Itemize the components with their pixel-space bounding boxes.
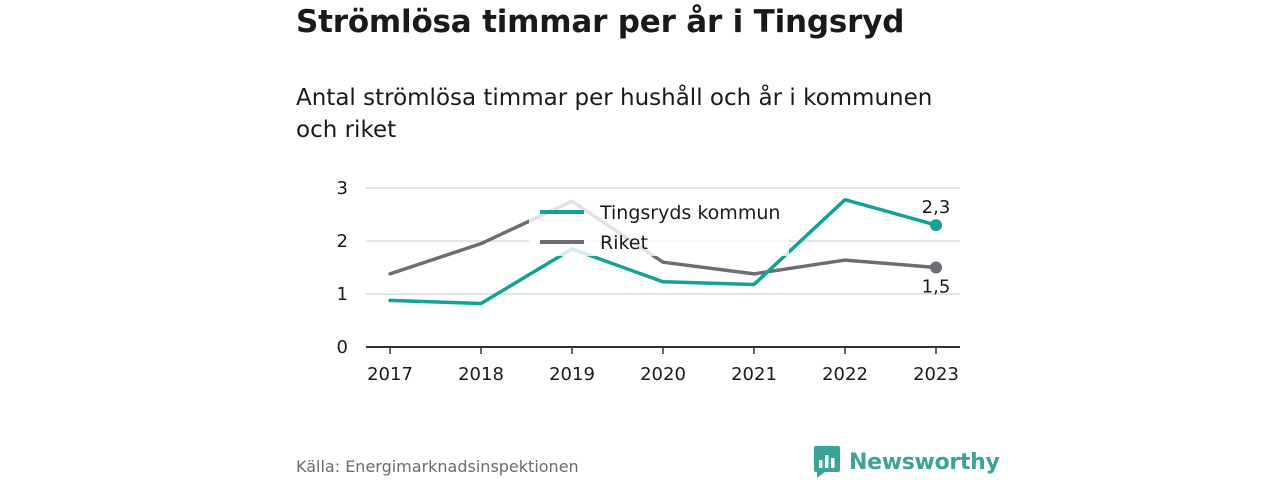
y-tick-label: 1 — [337, 284, 348, 305]
legend-background — [529, 192, 789, 256]
series-layer — [388, 197, 942, 306]
y-tick-label: 2 — [337, 231, 348, 252]
line-chart: 0 1 2 3 2017 2018 2019 2020 2021 2022 2023 Tingsr… — [337, 178, 960, 385]
series-line-1 — [388, 199, 938, 276]
x-tick-label: 2020 — [640, 364, 686, 385]
series-end-point-1 — [930, 261, 942, 274]
legend-label: Tingsryds kommun — [599, 202, 780, 224]
legend-label: Riket — [600, 232, 648, 254]
brand-logo: Newsworthy — [814, 446, 1000, 478]
chart-subtitle: Antal strömlösa timmar per hushåll och å… — [296, 85, 933, 143]
chart-card: Strömlösa timmar per år i Tingsryd Antal… — [296, 0, 1000, 480]
series-end-point-0 — [930, 219, 942, 232]
x-tick-label: 2021 — [731, 364, 777, 385]
end-value-label: 1,5 — [922, 277, 951, 298]
end-labels: 2,3 1,5 — [922, 197, 951, 297]
y-tick-label: 3 — [337, 178, 348, 199]
chart-title: Strömlösa timmar per år i Tingsryd — [296, 4, 905, 40]
x-tick-label: 2022 — [822, 364, 868, 385]
y-tick-label: 0 — [337, 337, 348, 358]
brand-name: Newsworthy — [849, 449, 1000, 475]
series-line-0 — [388, 197, 938, 306]
end-value-label: 2,3 — [922, 197, 951, 218]
legend: Tingsryds kommun Riket — [529, 192, 789, 256]
source-note: Källa: Energimarknadsinspektionen — [296, 457, 579, 476]
x-tick-label: 2023 — [913, 364, 959, 385]
x-axis: 2017 2018 2019 2020 2021 2022 2023 — [366, 346, 960, 385]
x-tick-label: 2017 — [367, 364, 413, 385]
bar-chart-speech-bubble-icon — [814, 446, 840, 478]
x-tick-label: 2018 — [458, 364, 504, 385]
x-tick-label: 2019 — [549, 364, 595, 385]
